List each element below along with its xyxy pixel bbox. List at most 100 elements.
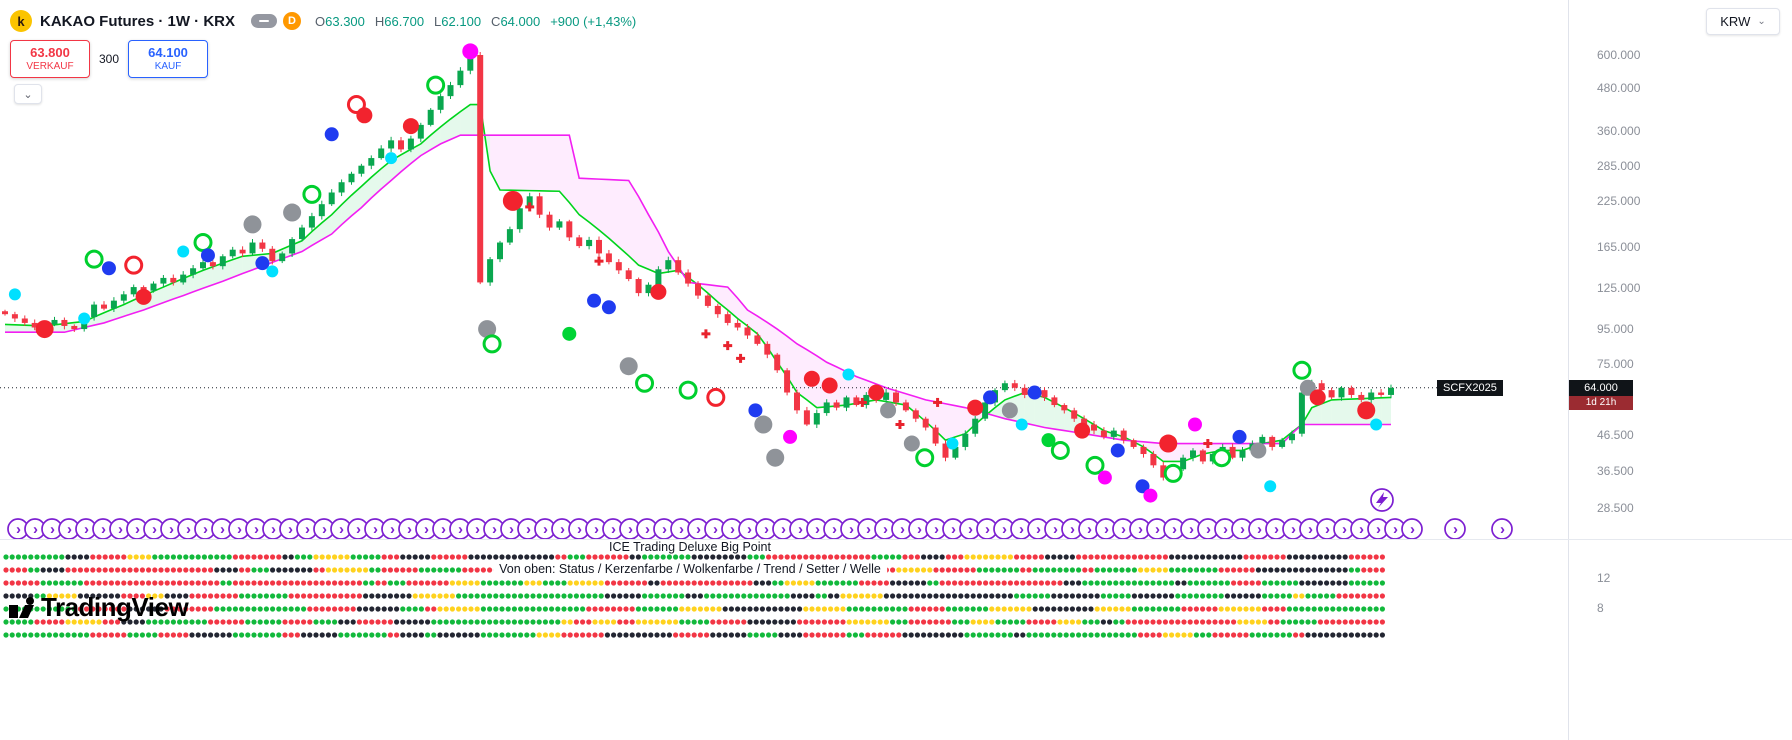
svg-text:›: › <box>441 521 446 538</box>
svg-text:›: › <box>373 521 378 538</box>
svg-text:›: › <box>1393 521 1398 538</box>
svg-text:›: › <box>1257 521 1262 538</box>
svg-text:›: › <box>1274 521 1279 538</box>
price-tick: 480.000 <box>1597 81 1641 96</box>
price-tick: 600.000 <box>1597 48 1641 62</box>
buy-label: KAUF <box>154 61 182 72</box>
svg-text:›: › <box>101 521 106 538</box>
svg-text:›: › <box>1138 521 1143 538</box>
svg-text:›: › <box>1308 521 1313 538</box>
svg-text:›: › <box>33 521 38 538</box>
chevron-down-icon: ⌄ <box>23 88 33 101</box>
svg-text:›: › <box>628 521 633 538</box>
symbol-title[interactable]: KAKAO Futures · 1W · KRX <box>40 12 235 30</box>
svg-text:›: › <box>730 521 735 538</box>
svg-text:›: › <box>1189 521 1194 538</box>
collapse-widget-button[interactable]: ⌄ <box>14 84 42 104</box>
svg-text:›: › <box>67 521 72 538</box>
price-tick: 285.000 <box>1597 158 1641 173</box>
svg-text:›: › <box>1325 521 1330 538</box>
svg-text:›: › <box>407 521 412 538</box>
svg-text:›: › <box>1453 521 1458 538</box>
svg-text:›: › <box>1019 521 1024 538</box>
svg-text:›: › <box>1240 521 1245 538</box>
svg-text:›: › <box>169 521 174 538</box>
svg-text:›: › <box>985 521 990 538</box>
svg-text:›: › <box>322 521 327 538</box>
toolbar-pill-icon[interactable] <box>251 14 277 28</box>
price-tick: 75.000 <box>1597 357 1634 372</box>
svg-text:›: › <box>118 521 123 538</box>
sell-button[interactable]: 63.800 VERKAUF <box>10 40 90 78</box>
sell-label: VERKAUF <box>26 61 74 72</box>
svg-text:›: › <box>237 521 242 538</box>
last-price-tag: 64.000 <box>1569 379 1633 396</box>
dash-icon <box>259 19 269 23</box>
symbol-logo-icon[interactable]: k <box>10 10 32 32</box>
svg-text:›: › <box>968 521 973 538</box>
svg-text:›: › <box>1410 521 1415 538</box>
svg-text:›: › <box>186 521 191 538</box>
svg-text:›: › <box>203 521 208 538</box>
svg-text:›: › <box>1070 521 1075 538</box>
svg-text:›: › <box>934 521 939 538</box>
svg-text:›: › <box>1121 521 1126 538</box>
indicator-title[interactable]: ICE Trading Deluxe Big Point <box>603 540 777 554</box>
tradingview-watermark[interactable]: TradingView <box>8 592 189 623</box>
svg-text:›: › <box>1155 521 1160 538</box>
quantity-value[interactable]: 300 <box>99 52 120 66</box>
ohlc-values: O63.300 H66.700 L62.100 C64.000 +900 (+1… <box>315 14 636 29</box>
indicator-subtitle: Von oben: Status / Kerzenfarbe / Wolkenf… <box>493 562 887 576</box>
svg-text:›: › <box>526 521 531 538</box>
svg-text:›: › <box>1342 521 1347 538</box>
svg-text:›: › <box>1291 521 1296 538</box>
bar-countdown-tag: 1d 21h <box>1569 395 1633 410</box>
chevron-down-icon: ⌄ <box>1757 16 1766 27</box>
svg-text:›: › <box>1223 521 1228 538</box>
svg-text:›: › <box>900 521 905 538</box>
svg-text:›: › <box>220 521 225 538</box>
svg-text:›: › <box>509 521 514 538</box>
sell-price: 63.800 <box>30 45 70 60</box>
svg-text:›: › <box>1376 521 1381 538</box>
svg-text:›: › <box>781 521 786 538</box>
price-tick: 165.000 <box>1597 239 1641 254</box>
svg-text:›: › <box>305 521 310 538</box>
currency-label: KRW <box>1720 14 1751 29</box>
symbol-toolbar: k KAKAO Futures · 1W · KRX D O63.300 H66… <box>10 8 636 34</box>
price-axis[interactable]: KRW ⌄ 600.000 480.000 360.000 285.000 225.00… <box>1568 0 1792 740</box>
svg-text:›: › <box>832 521 837 538</box>
svg-text:›: › <box>458 521 463 538</box>
svg-text:›: › <box>543 521 548 538</box>
svg-text:›: › <box>713 521 718 538</box>
ohlc-open: O63.300 <box>315 13 365 29</box>
svg-text:›: › <box>390 521 395 538</box>
chart-area: › › › › › › › › › › › › › › › › › › › › › › › › › › › › › › › › › › › › › › › ›… <box>0 0 1568 740</box>
svg-text:›: › <box>849 521 854 538</box>
indicator-tick: 8 <box>1597 601 1604 615</box>
buy-button[interactable]: 64.100 KAUF <box>128 40 209 78</box>
pane-divider[interactable] <box>0 539 1792 540</box>
tradingview-wordmark: TradingView <box>41 592 189 622</box>
svg-text:›: › <box>288 521 293 538</box>
svg-text:›: › <box>1087 521 1092 538</box>
svg-text:›: › <box>475 521 480 538</box>
price-tick: 360.000 <box>1597 123 1641 138</box>
interval-d-badge[interactable]: D <box>283 12 301 30</box>
price-tick: 125.000 <box>1597 281 1641 296</box>
svg-text:›: › <box>594 521 599 538</box>
svg-text:›: › <box>1172 521 1177 538</box>
price-chart-canvas[interactable]: › › › › › › › › › › › › › › › › › › › › › › › › › › › › › › › › › › › › › › › ›… <box>0 0 1568 740</box>
svg-text:›: › <box>764 521 769 538</box>
svg-text:›: › <box>866 521 871 538</box>
indicator-tick: 12 <box>1597 571 1611 585</box>
currency-button[interactable]: KRW ⌄ <box>1706 8 1780 35</box>
price-tick: 46.500 <box>1597 428 1634 443</box>
svg-text:›: › <box>560 521 565 538</box>
price-tick: 36.500 <box>1597 464 1634 479</box>
svg-text:›: › <box>696 521 701 538</box>
svg-text:›: › <box>883 521 888 538</box>
svg-text:›: › <box>424 521 429 538</box>
svg-text:›: › <box>1002 521 1007 538</box>
svg-text:›: › <box>84 521 89 538</box>
